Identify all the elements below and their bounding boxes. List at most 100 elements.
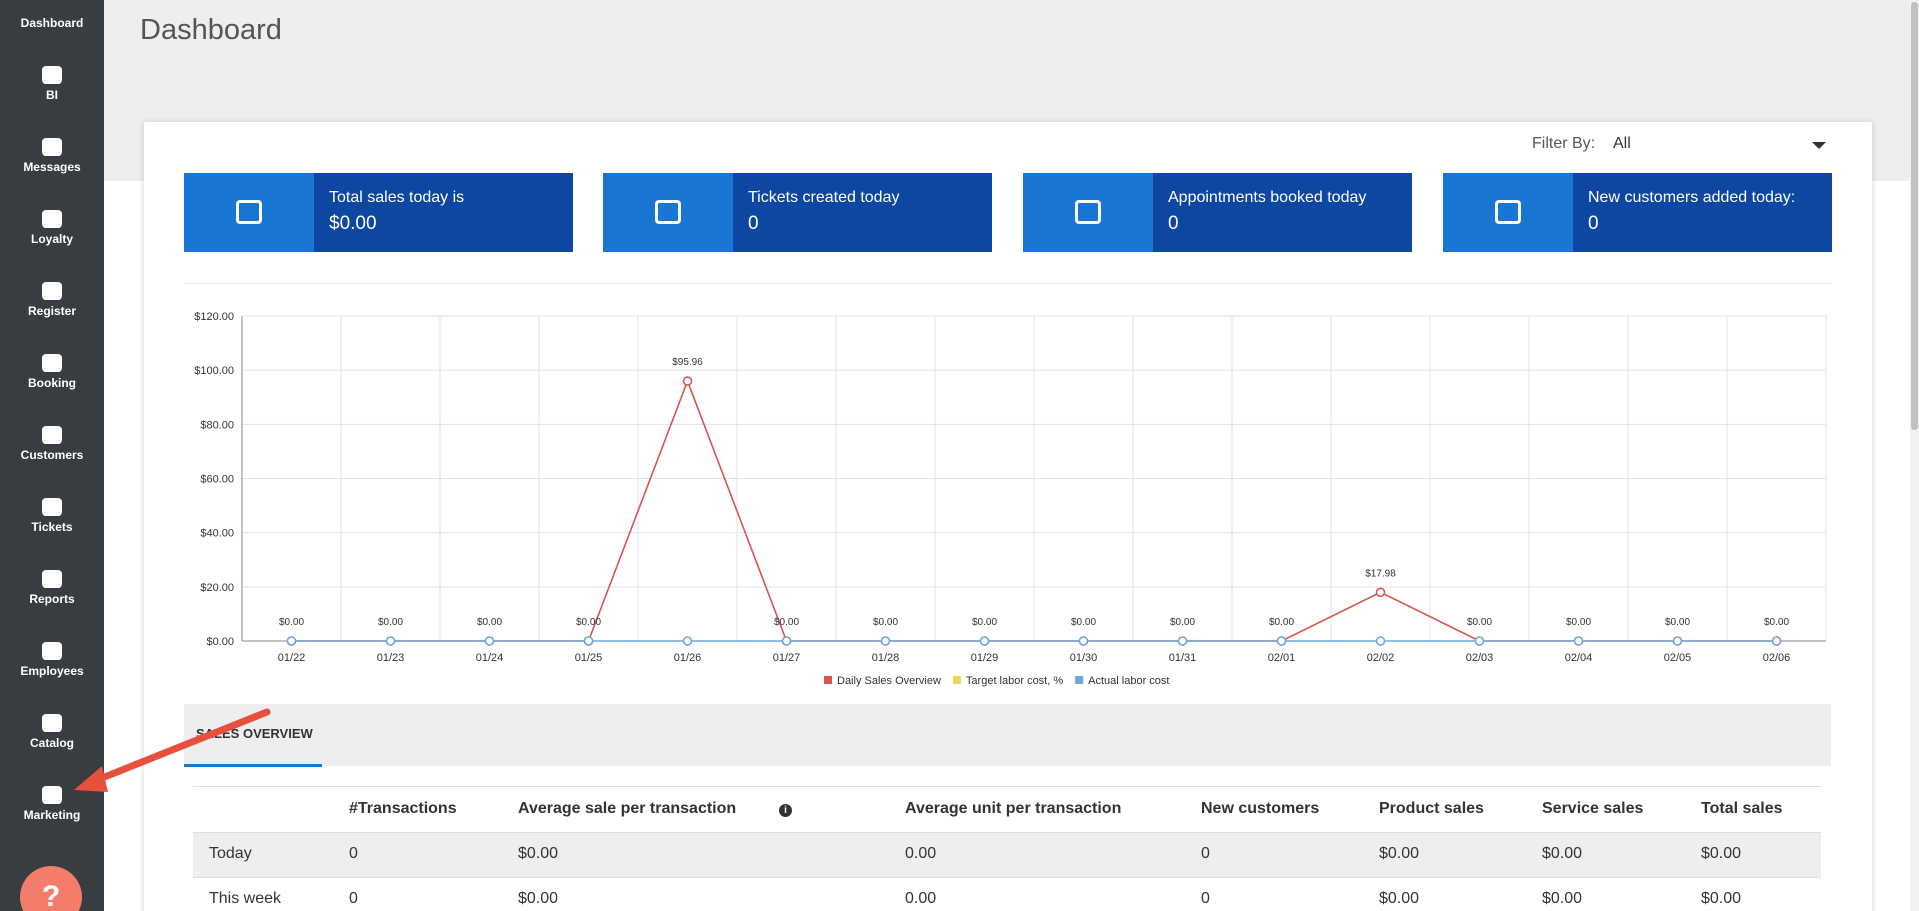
sales-chart: $0.00 $20.00 $40.00 $60.00 $80.00 $100.00 $120…: [194, 311, 1827, 687]
column-header: #Transactions: [349, 800, 457, 817]
data-label: $0.00: [1269, 617, 1294, 628]
data-label: $0.00: [873, 617, 898, 628]
nav-icon: [42, 354, 62, 372]
table-cell: $0.00: [1701, 845, 1742, 862]
data-point: [1276, 636, 1287, 646]
data-label: $0.00: [972, 617, 997, 628]
nav-label[interactable]: Tickets: [31, 520, 73, 534]
card-icon-box: [1443, 173, 1573, 252]
table-cell: $0.00: [1542, 890, 1583, 907]
nav-item[interactable]: Reports: [0, 570, 104, 606]
nav-item[interactable]: BI: [0, 66, 104, 102]
divider: [193, 786, 1821, 787]
card-icon-box: [603, 173, 733, 252]
info-icon[interactable]: i: [779, 804, 792, 817]
y-tick-label: $80.00: [200, 419, 234, 431]
card-icon-box: [1023, 173, 1153, 252]
table-cell: $0.00: [1542, 845, 1583, 862]
nav-icon: [42, 210, 62, 228]
nav-label[interactable]: Messages: [23, 160, 81, 174]
y-tick-label: $0.00: [206, 636, 234, 648]
card-icon: [236, 200, 262, 224]
tab-bar: [184, 704, 1831, 766]
data-point: [1474, 636, 1485, 646]
help-button[interactable]: ?: [20, 866, 82, 911]
nav-label[interactable]: Catalog: [29, 736, 74, 750]
nav-icon: [42, 66, 62, 84]
legend-swatch: [1075, 676, 1084, 684]
nav-icon: [42, 426, 62, 444]
nav-label[interactable]: BI: [46, 88, 58, 102]
nav-item[interactable]: Loyalty: [0, 210, 104, 246]
nav-icon: [42, 282, 62, 300]
nav-icon: [42, 714, 62, 732]
nav-item[interactable]: Employees: [0, 642, 104, 678]
nav-icon: [42, 786, 62, 804]
nav-icon: [42, 642, 62, 660]
nav-label[interactable]: Marketing: [23, 808, 81, 822]
column-header: Average unit per transaction: [905, 800, 1122, 817]
nav-item[interactable]: Customers: [0, 426, 104, 462]
table-cell: 0: [349, 845, 358, 862]
table-cell: 0: [349, 890, 358, 907]
data-point: [781, 636, 792, 646]
summary-card: New customers added today: 0: [1443, 173, 1832, 252]
data-point: [1177, 636, 1188, 646]
row-label: This week: [209, 890, 282, 907]
nav-label[interactable]: Register: [27, 304, 77, 318]
nav-label[interactable]: Customers: [20, 448, 84, 462]
tab-indicator: [184, 764, 322, 767]
data-label: $0.00: [1566, 617, 1591, 628]
tab[interactable]: SALES OVERVIEW: [196, 726, 313, 741]
x-tick-label: 01/26: [674, 652, 702, 664]
legend-label: Daily Sales Overview: [837, 675, 941, 687]
table-cell: $0.00: [1701, 890, 1742, 907]
x-tick-label: 01/23: [377, 652, 405, 664]
table-cell: $0.00: [1379, 845, 1420, 862]
x-tick-label: 01/28: [872, 652, 900, 664]
sidebar: Dashboard BI Messages Loyalty Register Bookin…: [0, 0, 104, 911]
nav-item[interactable]: Messages: [0, 138, 104, 174]
table-cell: 0: [1201, 845, 1210, 862]
scroll-thumb[interactable]: [1911, 2, 1918, 430]
card-icon: [1495, 200, 1521, 224]
dashboard-panel: [144, 122, 1872, 911]
data-point: [286, 636, 297, 646]
nav-label[interactable]: Dashboard: [20, 16, 84, 30]
card-label: Total sales today is: [329, 189, 465, 206]
nav-label[interactable]: Employees: [20, 664, 84, 678]
x-tick-label: 02/02: [1367, 652, 1395, 664]
y-tick-label: $40.00: [200, 528, 234, 540]
table-row: [193, 877, 1821, 911]
data-point: [1375, 636, 1386, 646]
data-label: $0.00: [576, 617, 601, 628]
data-point: [1078, 636, 1089, 646]
nav-item[interactable]: Catalog: [0, 714, 104, 750]
data-point: [484, 636, 495, 646]
dropdown-arrow[interactable]: [1812, 142, 1826, 149]
data-label: $0.00: [1467, 617, 1492, 628]
nav-label[interactable]: Reports: [29, 592, 75, 606]
data-label: $0.00: [477, 617, 502, 628]
card-icon: [1075, 200, 1101, 224]
x-tick-label: 01/29: [971, 652, 999, 664]
data-point: [1672, 636, 1683, 646]
nav-item[interactable]: Marketing: [0, 786, 104, 822]
nav-item[interactable]: Tickets: [0, 498, 104, 534]
row-label: Today: [209, 845, 252, 862]
filter-select[interactable]: All: [1613, 135, 1631, 152]
table-cell: $0.00: [1379, 890, 1420, 907]
legend-label: Actual labor cost: [1088, 675, 1169, 687]
nav-label[interactable]: Loyalty: [30, 232, 73, 246]
table-cell: 0.00: [905, 845, 937, 862]
column-header: Average sale per transaction: [518, 800, 737, 817]
nav-label[interactable]: Booking: [28, 376, 76, 390]
nav-item[interactable]: Register: [0, 282, 104, 318]
table-cell: 0: [1201, 890, 1210, 907]
nav-item[interactable]: Booking: [0, 354, 104, 390]
data-label: $0.00: [774, 617, 799, 628]
scrollbar[interactable]: [1910, 0, 1919, 911]
x-tick-label: 01/31: [1169, 652, 1197, 664]
nav-item[interactable]: Dashboard: [0, 0, 104, 30]
